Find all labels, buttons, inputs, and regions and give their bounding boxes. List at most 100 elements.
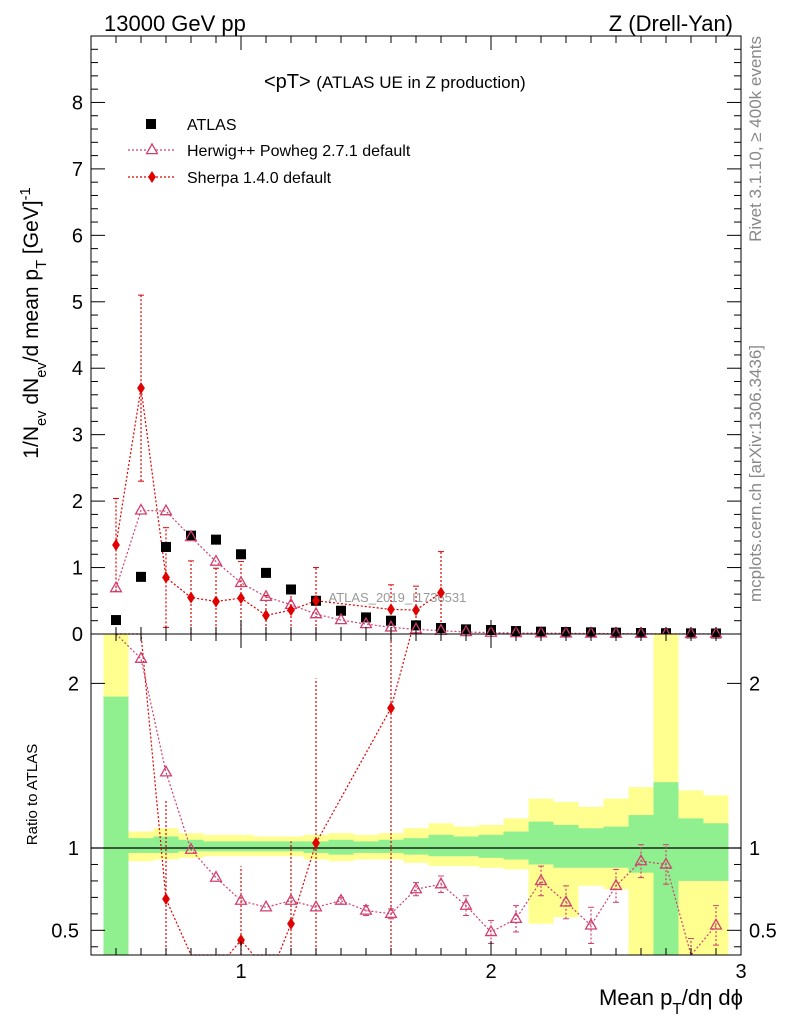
band-inner [103,696,129,955]
ratio-herwig-line [115,633,717,957]
sherpa-point [287,604,295,617]
atlas-point [136,571,146,582]
band-inner [153,836,179,853]
ratio-herwig-point [709,918,723,930]
ratio-herwig-point [209,870,223,882]
main-ytick-label: 1 [72,558,83,580]
main-ylabel-part: [GeV] [20,200,43,260]
ratio-ytick-label-right: 1 [749,838,760,860]
main-ytick-label: 5 [72,292,83,314]
atlas-point [111,615,121,626]
atlas-point [286,584,296,595]
herwig-point [184,529,198,542]
sherpa-point [437,586,445,599]
legend-atlas-marker [146,119,156,129]
sherpa-point [137,382,145,395]
x-axis-label-part: Mean p [599,985,672,1010]
main-ylabel: 1/Nev dNev/d mean pT [GeV]-1 [18,187,50,458]
ratio-herwig-point [584,918,598,930]
main-ylabel-part: /d mean p [20,269,43,362]
atlas-point [161,541,171,552]
plot-title-main: <pT> [264,71,316,93]
band-inner [503,831,529,860]
ratio-herwig-point [259,899,273,912]
main-ytick-label: 6 [72,225,83,247]
band-inner [403,838,429,855]
sherpa-point [387,603,395,616]
band-inner [203,841,229,852]
sherpa-point [187,591,195,604]
band-inner [253,841,279,852]
ratio-xtick-label: 3 [735,961,746,983]
main-panel: ATLAS_2019_I1736531 0 1 2 3 4 5 6 7 8 <pT> (ATLAS … [18,35,742,646]
ratio-herwig-point [659,857,673,869]
ratio-herwig-point [359,903,373,915]
main-ytick-label: 4 [72,358,83,380]
ratio-herwig-point [384,906,398,919]
plot-title-sub: (ATLAS UE in Z production) [316,73,525,92]
band-inner [453,836,479,857]
sherpa-point [112,538,120,551]
band-inner [528,821,554,865]
sherpa-point [162,571,170,584]
band-inner [228,841,254,852]
band-inner [603,826,629,868]
legend-sherpa-label: Sherpa 1.4.0 default [187,170,332,187]
main-ytick-label: 7 [72,159,83,181]
band-inner [478,834,504,858]
ratio-xtick-label: 2 [485,961,496,983]
main-ylabel-part: ev [34,362,50,378]
atlas-point [186,530,196,541]
ratio-herwig-point [609,878,623,891]
mcplots-label: mcplots.cern.ch [arXiv:1306.3436] [746,345,765,602]
x-axis-label: Mean pT/dη dϕ [599,985,743,1018]
ratio-herwig-point [634,853,648,866]
ratio-sherpa-point [287,917,295,930]
ratio-ytick-label-left: 2 [68,673,79,695]
band-inner [328,839,354,855]
band-inner [428,834,454,857]
main-ytick-label: 8 [72,92,83,114]
herwig-point [159,503,173,516]
legend-atlas-label: ATLAS [187,117,237,134]
rivet-label: Rivet 3.1.10, ≥ 400k events [746,36,765,242]
main-ytick-label: 2 [72,491,83,513]
herwig-point [134,503,148,515]
ratio-herwig-point [134,651,148,663]
band-inner [178,839,204,852]
ratio-ylabel: Ratio to ATLAS [24,744,41,845]
band-inner [553,824,579,868]
band-inner [703,823,729,881]
ratio-herwig-point [534,873,548,886]
herwig-point [209,554,223,566]
x-axis-label-part: T [672,1001,682,1018]
ratio-sherpa-point [237,934,245,947]
ratio-herwig-point [559,894,573,907]
atlas-point [211,534,221,545]
main-ytick-label: 0 [72,624,83,646]
atlas-point [336,605,346,616]
ratio-sherpa-point [162,893,170,906]
sherpa-point [237,592,245,605]
ratio-sherpa-line [116,633,412,956]
ratio-ytick-label-right: 2 [749,673,760,695]
ratio-ytick-label-left: 0.5 [51,920,79,942]
sherpa-point [262,609,270,622]
herwig-point [109,580,123,593]
plot-title: <pT> (ATLAS UE in Z production) [264,71,526,93]
main-ylabel-part: T [34,260,50,269]
ratio-herwig-point [334,893,348,905]
atlas-point [236,549,246,560]
ratio-ytick-label-left: 1 [68,838,79,860]
legend-herwig-marker [145,142,159,155]
x-axis-label-part: /dη dϕ [682,985,743,1010]
ratio-series-group [115,633,723,957]
main-ylabel-part: -1 [18,187,34,200]
atlas-point [261,567,271,578]
herwig-point [309,606,323,619]
ratio-herwig-point [409,881,423,894]
legend-sherpa-marker [148,171,156,183]
ratio-herwig-point [184,842,198,854]
ratio-herwig-point [159,764,173,777]
